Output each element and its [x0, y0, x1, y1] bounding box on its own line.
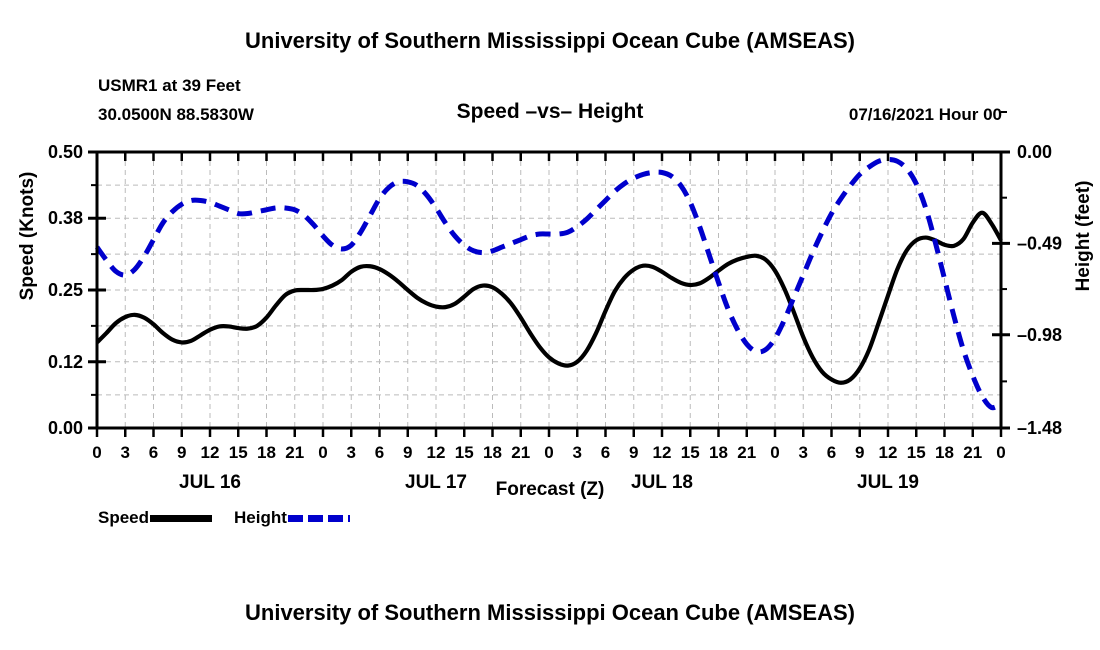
chart-plot: 0.00 0.12 0.25 0.38 0.50 –1.48 –0.98 –0.49 0.00 0… [48, 111, 1062, 493]
x-tick-label-hour: 12 [201, 443, 220, 462]
x-tick-label-hour: 6 [601, 443, 610, 462]
y-left-tick-label: 0.12 [48, 352, 83, 372]
x-tick-label-hour: 0 [544, 443, 553, 462]
x-tick-label-hour: 18 [709, 443, 728, 462]
x-tick-label-hour: 21 [737, 443, 756, 462]
x-tick-label-day: JUL 16 [179, 472, 241, 493]
x-tick-label-hour: 9 [177, 443, 186, 462]
legend-item-height: Height [234, 508, 350, 528]
x-tick-label-hour: 21 [963, 443, 982, 462]
x-tick-label-hour: 9 [403, 443, 412, 462]
y-right-tick-label: –1.48 [1017, 418, 1062, 438]
x-tick-label-hour: 6 [827, 443, 836, 462]
x-tick-label-hour: 3 [347, 443, 356, 462]
x-axis-label: Forecast (Z) [495, 479, 605, 500]
y-left-tick-label: 0.50 [48, 142, 83, 162]
y-axis-right-label: Height (feet) [1073, 180, 1094, 292]
x-tick-label-hour: 0 [318, 443, 327, 462]
x-tick-label-hour: 18 [483, 443, 502, 462]
station-label: USMR1 at 39 Feet [98, 76, 241, 95]
y-left-tick-label: 0.00 [48, 418, 83, 438]
y-axis-left-label: Speed (Knots) [17, 171, 38, 301]
x-tick-label-hour: 3 [799, 443, 808, 462]
x-tick-label-hour: 12 [427, 443, 446, 462]
legend-swatch-speed [150, 514, 213, 522]
x-tick-label-hour: 18 [935, 443, 954, 462]
legend-swatch-height [287, 514, 350, 522]
page-title: University of Southern Mississippi Ocean… [245, 28, 855, 53]
x-tick-label-hour: 6 [149, 443, 158, 462]
x-tick-label-hour: 3 [573, 443, 582, 462]
x-tick-label-hour: 9 [855, 443, 864, 462]
x-tick-label-hour: 0 [770, 443, 779, 462]
x-tick-label-hour: 21 [285, 443, 304, 462]
x-tick-label-hour: 21 [511, 443, 530, 462]
x-tick-label-hour: 12 [879, 443, 898, 462]
x-tick-label-hour: 15 [455, 443, 474, 462]
coordinates-label: 30.0500N 88.5830W [98, 105, 254, 124]
x-tick-label-day: JUL 17 [405, 472, 467, 493]
y-left-tick-label: 0.25 [48, 280, 83, 300]
x-tick-label-hour: 18 [257, 443, 276, 462]
legend-label-speed: Speed [98, 508, 150, 527]
x-tick-label-hour: 15 [681, 443, 700, 462]
x-tick-label-hour: 15 [229, 443, 248, 462]
y-right-tick-label: –0.49 [1017, 233, 1062, 253]
x-tick-label-hour: 0 [92, 443, 101, 462]
legend-item-speed: Speed [98, 508, 213, 528]
x-tick-label-day: JUL 18 [631, 472, 693, 493]
x-tick-label-hour: 6 [375, 443, 384, 462]
y-right-tick-label: –0.98 [1017, 325, 1062, 345]
footer-title: University of Southern Mississippi Ocean… [245, 600, 855, 625]
x-tick-label-hour: 3 [121, 443, 130, 462]
x-tick-label-hour: 9 [629, 443, 638, 462]
forecast-datestamp: 07/16/2021 Hour 00 [848, 105, 1002, 124]
legend-label-height: Height [234, 508, 287, 527]
y-right-tick-label: 0.00 [1017, 142, 1052, 162]
x-tick-label-hour: 15 [907, 443, 926, 462]
x-tick-label-hour: 0 [996, 443, 1005, 462]
x-tick-label-hour: 12 [653, 443, 672, 462]
chart-subtitle: Speed –vs– Height [456, 100, 644, 123]
y-left-tick-label: 0.38 [48, 208, 83, 228]
x-tick-label-day: JUL 19 [857, 472, 919, 493]
chart-legend: Speed Height [98, 508, 350, 528]
